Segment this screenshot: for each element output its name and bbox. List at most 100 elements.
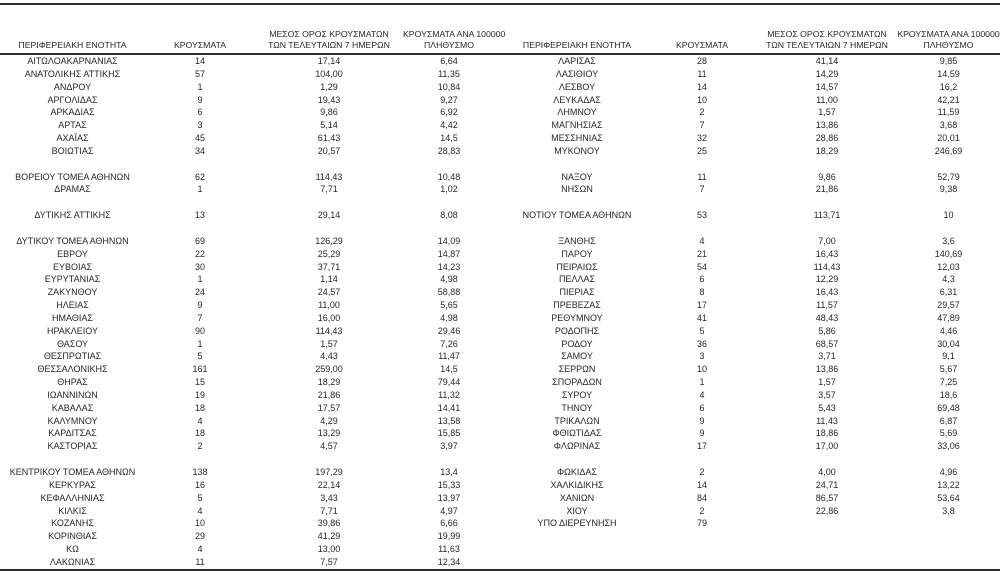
- table-row: [0, 158, 1000, 171]
- avg7-cell: [757, 543, 897, 556]
- cases-cell: 138: [192, 467, 208, 477]
- avg7-cell: [757, 222, 897, 235]
- cases-cell: 9: [699, 415, 705, 426]
- header-per100k-left-line2: ΠΛΗΘΥΣΜΟ: [424, 39, 474, 50]
- per100k-cell: 9,1: [942, 351, 955, 362]
- region-cell: ΚΕΝΤΡΙΚΟΥ ΤΟΜΕΑ ΑΘΗΝΩΝ: [9, 467, 136, 477]
- cases-cell: 36: [696, 338, 707, 349]
- cases-cell: 1: [699, 377, 705, 388]
- avg7-cell: 48,43: [815, 312, 839, 323]
- per100k-cell: 13,22: [937, 479, 960, 490]
- per100k-cell: 14,23: [437, 261, 461, 272]
- per100k-cell: 5,65: [440, 300, 458, 311]
- region-cell: ΜΑΓΝΗΣΙΑΣ: [551, 120, 603, 131]
- cases-cell: 6: [699, 274, 705, 285]
- avg7-cell: 7,57: [320, 556, 338, 567]
- avg7-cell: 19,43: [317, 94, 341, 105]
- per100k-cell: 3,68: [939, 120, 958, 131]
- per100k-cell: 28,83: [437, 145, 461, 156]
- per100k-cell: 9,27: [440, 94, 458, 105]
- cases-cell: 7: [197, 312, 203, 323]
- avg7-cell: 4,43: [320, 351, 338, 362]
- column-gap: [495, 273, 507, 286]
- avg7-cell: 4,00: [818, 467, 836, 477]
- per100k-cell: [897, 453, 1000, 466]
- per100k-cell: 6,31: [939, 287, 958, 298]
- avg7-cell: 18,86: [815, 428, 839, 439]
- per100k-cell: 7,26: [440, 338, 458, 349]
- region-cell: ΘΑΣΟΥ: [56, 338, 89, 349]
- per100k-cell: [897, 530, 1000, 543]
- avg7-cell: [255, 222, 403, 235]
- per100k-cell: 10: [943, 210, 954, 221]
- column-gap: [495, 235, 507, 248]
- region-cell: ΖΑΚΥΝΘΟΥ: [47, 287, 98, 298]
- cases-cell: 10: [696, 94, 707, 105]
- avg7-cell: 114,43: [315, 171, 343, 182]
- per100k-cell: 5,69: [939, 428, 958, 439]
- region-cell: [507, 453, 647, 466]
- region-cell: ΛΕΣΒΟΥ: [558, 81, 596, 92]
- per100k-cell: 14,5: [440, 364, 458, 375]
- header-avg7-right-line1: ΜΕΣΟΣ ΟΡΟΣ ΚΡΟΥΣΜΑΤΩΝ: [767, 29, 887, 39]
- region-cell: ΘΕΣΣΑΛΟΝΙΚΗΣ: [37, 364, 108, 375]
- avg7-cell: 24,71: [815, 479, 839, 490]
- per100k-cell: 10,84: [437, 81, 461, 92]
- cases-cell: 69: [194, 235, 205, 246]
- cases-cell: 34: [194, 145, 205, 156]
- avg7-cell: 3,57: [818, 389, 836, 400]
- column-gap: [495, 286, 507, 299]
- per100k-cell: 10,48: [437, 171, 461, 182]
- per100k-cell: 11,32: [438, 389, 460, 400]
- table-row: ΚΕΡΚΥΡΑΣ 16 22,14 15,33 ΧΑΛΚΙΔΙΚΗΣ 14 24,71 13,…: [0, 479, 1000, 492]
- avg7-cell: 41,14: [815, 56, 839, 66]
- cases-cell: 3: [197, 120, 203, 131]
- avg7-cell: 4,57: [320, 441, 338, 452]
- table-row: ΑΡΓΟΛΙΔΑΣ 9 19,43 9,27 ΛΕΥΚΑΔΑΣ 10 11,00 42,21: [0, 94, 1000, 107]
- cases-cell: [647, 222, 757, 235]
- table-row: ΚΑΛΥΜΝΟΥ 4 4,29 13,58 ΤΡΙΚΑΛΩΝ 9 11,43 6,87: [0, 415, 1000, 428]
- per100k-cell: 33,06: [937, 441, 960, 452]
- region-cell: ΣΕΡΡΩΝ: [558, 364, 596, 375]
- table-row: ΑΧΑΪΑΣ 45 61,43 14,5 ΜΕΣΣΗΝΙΑΣ 32 28,86 20,01: [0, 132, 1000, 145]
- cases-cell: 62: [194, 171, 205, 182]
- per100k-cell: 14,41: [437, 402, 461, 413]
- cases-cell: 9: [197, 94, 203, 105]
- table-row: ΑΝΑΤΟΛΙΚΗΣ ΑΤΤΙΚΗΣ 57 104,00 11,35 ΛΑΣΙΘΙΟΥ 1…: [0, 68, 1000, 81]
- cases-cell: 22: [194, 248, 205, 259]
- avg7-cell: [757, 556, 897, 570]
- avg7-cell: 17,00: [815, 441, 839, 452]
- region-cell: ΑΡΤΑΣ: [58, 120, 87, 131]
- per100k-cell: [897, 222, 1000, 235]
- cases-cell: 30: [194, 261, 205, 272]
- avg7-cell: [255, 453, 403, 466]
- cases-cell: 7: [699, 120, 705, 131]
- region-cell: ΑΧΑΪΑΣ: [56, 133, 89, 144]
- cases-cell: 11: [697, 68, 707, 79]
- region-cell: ΡΟΔΟΠΗΣ: [554, 325, 600, 336]
- cases-cell: 1: [197, 184, 203, 195]
- region-cell: ΚΩ: [66, 544, 79, 555]
- avg7-cell: 1,29: [320, 81, 338, 92]
- region-cell: ΞΑΝΘΗΣ: [558, 235, 596, 246]
- header-gap: [495, 4, 507, 55]
- column-gap: [495, 543, 507, 556]
- region-cell: ΚΑΛΥΜΝΟΥ: [47, 415, 98, 426]
- avg7-cell: 28,86: [815, 133, 839, 144]
- region-cell: ΠΡΕΒΕΖΑΣ: [553, 300, 601, 311]
- region-cell: ΣΥΡΟΥ: [561, 389, 593, 400]
- cases-cell: 3: [699, 351, 705, 362]
- per100k-cell: 69,48: [937, 402, 960, 413]
- cases-cell: 6: [197, 107, 203, 118]
- cases-cell: 8: [699, 287, 705, 298]
- column-gap: [495, 479, 507, 492]
- per100k-cell: 14,09: [437, 235, 461, 246]
- avg7-cell: 12,29: [815, 274, 839, 285]
- per100k-cell: 4,97: [440, 505, 458, 516]
- region-cell: [507, 222, 647, 235]
- cases-cell: 41: [696, 312, 707, 323]
- per100k-cell: 246,69: [934, 145, 963, 156]
- per100k-cell: 3,6: [942, 235, 955, 246]
- cases-cell: 161: [192, 364, 208, 375]
- cases-cell: 2: [699, 467, 705, 477]
